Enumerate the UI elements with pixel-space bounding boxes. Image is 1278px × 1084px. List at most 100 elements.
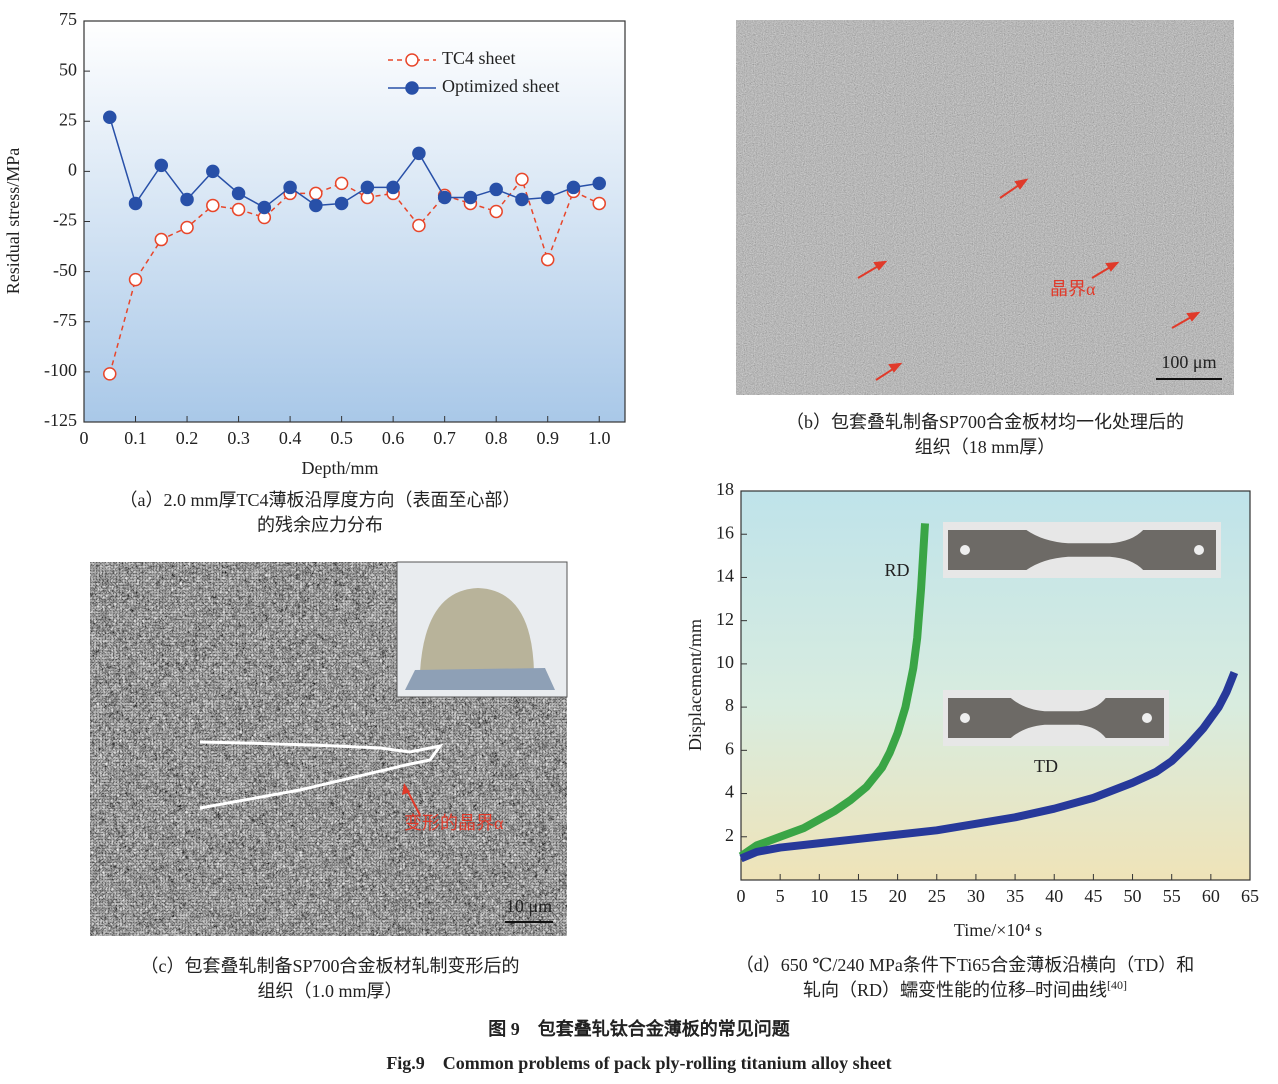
y-tick-label: -125 xyxy=(44,410,77,430)
marker xyxy=(231,202,246,217)
x-axis-label: Depth/mm xyxy=(302,458,379,478)
y-tick-label: 2 xyxy=(725,825,734,845)
scale-bar-label: 100 μm xyxy=(1161,352,1216,372)
figure-caption-en: Fig.9 Common problems of pack ply-rollin… xyxy=(386,1053,891,1073)
caption-line: （b）包套叠轧制备SP700合金板材均一化处理后的 xyxy=(786,412,1184,432)
y-tick-label: 12 xyxy=(716,609,734,629)
x-tick-label: 40 xyxy=(1045,886,1063,906)
marker xyxy=(103,110,117,124)
series-line xyxy=(739,671,1239,863)
x-tick-label: 0.3 xyxy=(227,428,250,448)
y-tick-label: 0 xyxy=(68,160,77,180)
hole xyxy=(1194,545,1204,555)
legend-label: Optimized sheet xyxy=(442,76,559,96)
marker xyxy=(154,158,169,173)
figure-caption-zh: 图 9 包套叠轧钛合金薄板的常见问题 xyxy=(488,1018,790,1039)
y-axis-label: Residual stress/MPa xyxy=(3,148,23,295)
specimen xyxy=(948,530,1216,570)
caption-line: （a）2.0 mm厚TC4薄板沿厚度方向（表面至心部） xyxy=(120,490,521,510)
marker xyxy=(489,182,503,197)
hole xyxy=(1142,713,1152,723)
y-tick-label: 18 xyxy=(716,479,734,499)
annotation: 晶界α xyxy=(1050,279,1096,299)
marker xyxy=(412,218,426,233)
y-tick-label: 50 xyxy=(59,59,77,79)
x-tick-label: 20 xyxy=(889,886,907,906)
specimen xyxy=(948,698,1164,738)
x-tick-label: 45 xyxy=(1084,886,1102,906)
marker xyxy=(515,192,529,207)
marker xyxy=(334,176,349,191)
caption-ref: [40] xyxy=(1107,978,1127,992)
y-tick-label: 8 xyxy=(725,695,734,715)
marker xyxy=(283,180,297,195)
legend-marker xyxy=(405,81,419,95)
marker xyxy=(360,180,375,195)
x-tick-label: 0 xyxy=(737,886,746,906)
caption-line: 组织（1.0 mm厚） xyxy=(257,981,402,1001)
marker xyxy=(386,180,400,195)
legend-label: TC4 sheet xyxy=(442,48,516,68)
series-line xyxy=(109,178,600,375)
micrograph-c: 变形的晶界α 10 μm （c）包套叠轧制备SP700合金板材轧制变形后的 组织… xyxy=(90,561,568,1001)
marker xyxy=(437,190,452,205)
x-tick-label: 25 xyxy=(928,886,946,906)
x-tick-label: 0 xyxy=(80,428,89,448)
caption-line: （d）650 ℃/240 MPa条件下Ti65合金薄板沿横向（TD）和 xyxy=(736,955,1195,975)
caption-line: 组织（18 mm厚） xyxy=(915,437,1056,457)
y-tick-label: 10 xyxy=(716,652,734,672)
marker xyxy=(566,180,581,195)
hole xyxy=(960,545,970,555)
x-tick-label: 5 xyxy=(776,886,785,906)
x-tick-label: 15 xyxy=(849,886,867,906)
marker xyxy=(592,196,606,211)
annotation: 变形的晶界α xyxy=(404,813,504,833)
x-tick-label: 50 xyxy=(1124,886,1142,906)
x-tick-label: 0.9 xyxy=(536,428,559,448)
marker xyxy=(309,198,323,213)
y-tick-label: -25 xyxy=(53,210,77,230)
marker xyxy=(128,272,143,287)
hole xyxy=(960,713,970,723)
x-tick-label: 1.0 xyxy=(588,428,611,448)
marker xyxy=(412,146,426,161)
marker xyxy=(489,204,503,219)
y-tick-label: 25 xyxy=(59,109,77,129)
x-tick-label: 0.7 xyxy=(433,428,456,448)
x-tick-label: 60 xyxy=(1202,886,1220,906)
marker xyxy=(515,172,529,187)
marker xyxy=(128,196,143,211)
marker xyxy=(206,198,220,213)
series-label: TD xyxy=(1034,756,1058,776)
x-tick-label: 10 xyxy=(810,886,828,906)
x-tick-label: 65 xyxy=(1241,886,1259,906)
x-tick-label: 0.8 xyxy=(485,428,508,448)
micrograph-b: 晶界α 100 μm （b）包套叠轧制备SP700合金板材均一化处理后的 组织（… xyxy=(736,20,1234,457)
y-tick-label: 16 xyxy=(716,522,734,542)
y-tick-label: 4 xyxy=(725,782,734,802)
y-tick-label: -100 xyxy=(44,360,77,380)
marker xyxy=(334,196,349,211)
marker xyxy=(206,164,220,179)
series-label: RD xyxy=(884,560,909,580)
marker xyxy=(231,186,246,201)
y-tick-label: 14 xyxy=(716,566,734,586)
y-axis-label: Displacement/mm xyxy=(685,619,705,751)
y-tick-label: -75 xyxy=(53,310,77,330)
marker xyxy=(180,192,194,207)
marker xyxy=(592,176,606,191)
marker xyxy=(463,190,478,205)
x-tick-label: 0.4 xyxy=(279,428,302,448)
series-line xyxy=(738,523,930,860)
marker xyxy=(154,232,169,247)
marker xyxy=(103,367,117,381)
y-tick-label: 6 xyxy=(725,738,734,758)
x-tick-label: 35 xyxy=(1006,886,1024,906)
x-tick-label: 0.6 xyxy=(382,428,405,448)
caption-line: 的残余应力分布 xyxy=(257,515,383,535)
x-tick-label: 0.5 xyxy=(330,428,353,448)
caption-line: （c）包套叠轧制备SP700合金板材轧制变形后的 xyxy=(140,956,519,976)
marker xyxy=(309,186,323,201)
